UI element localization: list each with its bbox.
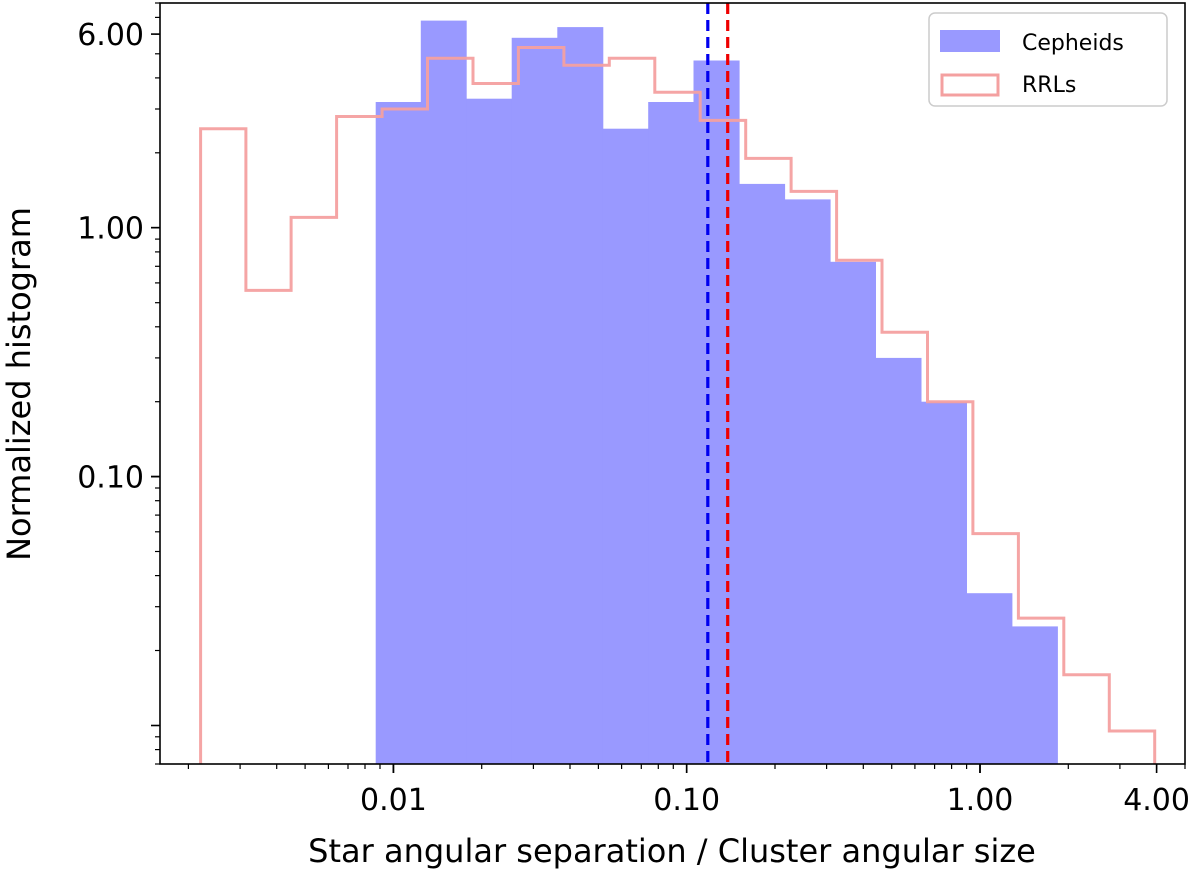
legend-swatch-cepheids (940, 30, 1000, 52)
x-tick-label: 0.01 (360, 783, 427, 818)
plot-frame (159, 2, 1186, 765)
x-tick-label: 0.10 (653, 783, 720, 818)
y-tick-label: 6.00 (77, 18, 144, 53)
cepheids-bar (920, 401, 967, 764)
rrls-step-outline (199, 46, 1157, 764)
y-axis-ticks: 0.10 1.00 6.00 (77, 2, 160, 765)
cepheids-bar (602, 128, 649, 764)
cepheids-bar (466, 98, 513, 764)
cepheids-bar (420, 20, 467, 765)
legend-label-cepheids: Cepheids (1022, 31, 1124, 56)
cepheids-bar (693, 60, 740, 764)
x-tick-label: 4.00 (1123, 783, 1190, 818)
cepheids-bar (739, 183, 786, 764)
y-axis-label: Normalized histogram (0, 207, 38, 561)
cepheids-bar (1011, 626, 1058, 764)
cepheids-bar (875, 357, 922, 764)
y-tick-label: 1.00 (77, 212, 144, 247)
x-tick-label: 1.00 (947, 783, 1014, 818)
cepheids-bar (375, 102, 422, 764)
cepheids-bar (557, 27, 604, 765)
x-axis-label: Star angular separation / Cluster angula… (308, 832, 1036, 870)
cepheids-bar (511, 37, 558, 765)
median-lines (706, 3, 730, 764)
cepheids-bar (966, 593, 1013, 764)
y-tick-label: 0.10 (77, 461, 144, 496)
legend-swatch-rrls (940, 73, 1000, 97)
legend-label-rrls: RRLs (1022, 73, 1076, 98)
legend: Cepheids RRLs (928, 12, 1168, 107)
cepheids-bars (375, 20, 1058, 765)
cepheids-bar (648, 102, 695, 764)
x-axis-ticks: 0.01 0.10 1.00 4.00 (187, 764, 1190, 818)
cepheids-bar (830, 261, 876, 764)
cepheids-bar (784, 199, 831, 764)
